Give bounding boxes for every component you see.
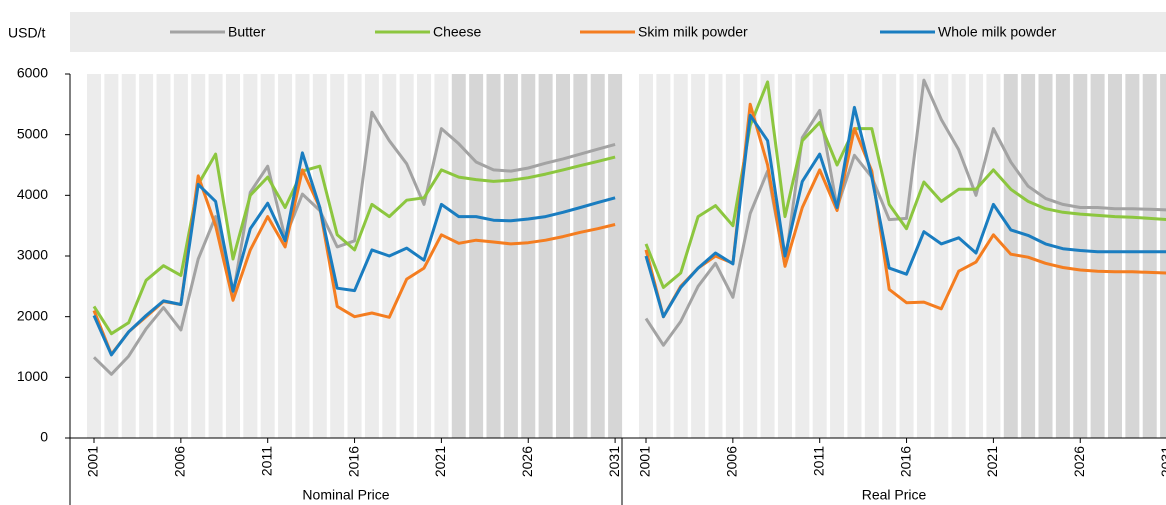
year-band xyxy=(590,74,605,438)
panel-title: Nominal Price xyxy=(302,487,389,503)
year-band xyxy=(121,74,136,438)
year-band xyxy=(399,74,414,438)
x-tick-label: 2031 xyxy=(1158,446,1166,477)
year-band xyxy=(1107,74,1122,438)
y-tick-label: 6000 xyxy=(17,65,48,81)
series-line xyxy=(92,152,616,336)
year-band xyxy=(691,74,706,438)
x-tick-label: 2031 xyxy=(606,446,622,477)
series-line xyxy=(92,151,616,357)
x-tick-label: 2001 xyxy=(637,446,653,477)
year-band xyxy=(139,74,154,438)
year-band xyxy=(916,74,931,438)
year-band xyxy=(486,74,501,438)
year-band xyxy=(1038,74,1053,438)
x-tick-label: 2026 xyxy=(519,446,535,477)
year-band xyxy=(1125,74,1140,438)
year-band xyxy=(882,74,897,438)
legend-label: Butter xyxy=(228,24,266,40)
x-tick-label: 2006 xyxy=(724,446,740,477)
x-tick-label: 2011 xyxy=(258,446,274,476)
series-line xyxy=(644,105,1166,319)
year-band xyxy=(208,74,223,438)
panel-title: Real Price xyxy=(862,487,927,503)
y-tick-label: 2000 xyxy=(17,307,48,323)
year-band xyxy=(469,74,484,438)
year-band xyxy=(1055,74,1070,438)
x-tick-label: 2006 xyxy=(172,446,188,477)
x-tick-label: 2011 xyxy=(810,446,826,476)
legend-label: Skim milk powder xyxy=(638,24,748,40)
year-band xyxy=(1142,74,1157,438)
year-band xyxy=(364,74,379,438)
y-tick-label: 3000 xyxy=(17,247,48,263)
x-tick-label: 2021 xyxy=(984,446,1000,477)
x-tick-label: 2026 xyxy=(1071,446,1087,477)
year-band xyxy=(260,74,275,438)
year-band xyxy=(330,74,345,438)
year-band xyxy=(434,74,449,438)
legend-label: Whole milk powder xyxy=(938,24,1057,40)
year-band xyxy=(278,74,293,438)
year-band xyxy=(87,74,101,438)
year-band xyxy=(503,74,518,438)
y-tick-label: 4000 xyxy=(17,186,48,202)
series-line xyxy=(644,78,1166,347)
year-band xyxy=(573,74,588,438)
y-tick-label: 5000 xyxy=(17,125,48,141)
x-tick-label: 2021 xyxy=(432,446,448,477)
year-band xyxy=(156,74,171,438)
series-line xyxy=(92,110,616,376)
x-tick-label: 2001 xyxy=(85,446,101,477)
y-tick-label: 1000 xyxy=(17,368,48,384)
year-band xyxy=(1073,74,1088,438)
series-line xyxy=(644,80,1166,289)
year-band xyxy=(104,74,119,438)
year-band xyxy=(538,74,553,438)
year-band xyxy=(1160,74,1166,438)
x-tick-label: 2016 xyxy=(345,446,361,477)
year-band xyxy=(743,74,758,438)
y-tick-label: 0 xyxy=(40,429,48,445)
year-band xyxy=(295,74,310,438)
year-band xyxy=(830,74,845,438)
year-band xyxy=(451,74,466,438)
year-band xyxy=(673,74,688,438)
year-band xyxy=(951,74,966,438)
year-band xyxy=(312,74,327,438)
year-band xyxy=(173,74,188,438)
y-axis-label: USD/t xyxy=(8,25,45,41)
year-band xyxy=(1090,74,1105,438)
year-band xyxy=(986,74,1001,438)
year-band xyxy=(934,74,949,438)
year-band xyxy=(347,74,362,438)
year-band xyxy=(243,74,258,438)
year-band xyxy=(899,74,914,438)
year-band xyxy=(555,74,570,438)
legend-label: Cheese xyxy=(433,24,481,40)
year-band xyxy=(656,74,671,438)
year-band xyxy=(969,74,984,438)
year-band xyxy=(521,74,536,438)
x-tick-label: 2016 xyxy=(897,446,913,477)
year-band xyxy=(608,74,623,438)
